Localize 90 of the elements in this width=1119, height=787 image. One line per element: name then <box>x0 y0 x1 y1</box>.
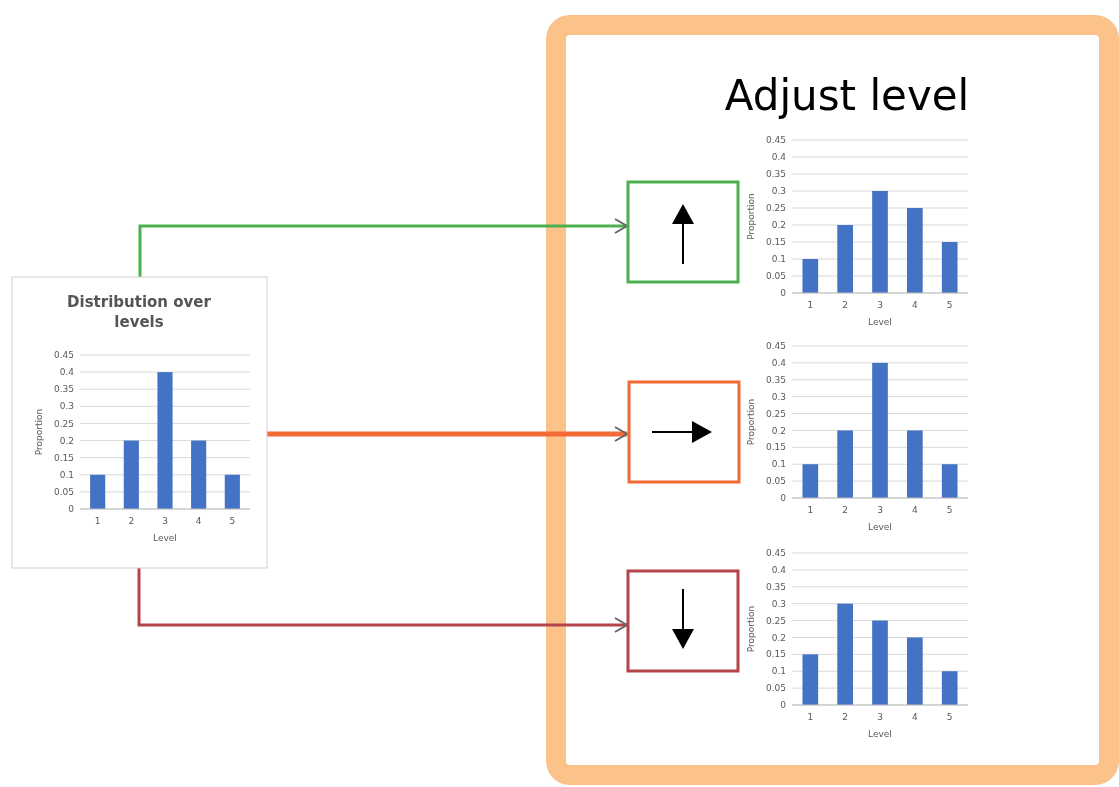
x-tick-label: 4 <box>911 712 918 722</box>
y-tick-label: 0 <box>68 504 75 515</box>
bar <box>837 603 853 705</box>
bar <box>907 208 923 293</box>
y-tick-label: 0.1 <box>59 469 74 480</box>
y-tick-label: 0.2 <box>771 632 786 643</box>
bar <box>90 474 106 509</box>
y-tick-label: 0.25 <box>765 203 786 214</box>
x-tick-label: 1 <box>807 505 814 515</box>
x-tick-label: 4 <box>195 516 202 526</box>
bar <box>872 362 888 498</box>
x-tick-label: 1 <box>807 300 814 310</box>
x-tick-label: 3 <box>877 505 883 515</box>
y-tick-label: 0.05 <box>765 476 786 487</box>
y-tick-label: 0.1 <box>771 459 786 470</box>
y-axis-title: Proportion <box>34 408 44 456</box>
x-tick-label: 4 <box>911 505 918 515</box>
y-tick-label: 0.35 <box>53 384 74 395</box>
bar <box>802 464 819 498</box>
x-axis-title: Level <box>868 729 892 739</box>
x-tick-label: 1 <box>807 712 814 722</box>
bar <box>907 430 923 498</box>
x-axis-title: Level <box>868 317 892 327</box>
y-tick-label: 0.4 <box>771 565 787 576</box>
y-tick-label: 0.05 <box>765 683 786 694</box>
y-tick-label: 0.4 <box>771 358 787 369</box>
y-tick-label: 0.45 <box>765 341 786 352</box>
bar <box>941 464 958 498</box>
y-tick-label: 0.1 <box>771 254 786 265</box>
bar <box>837 225 853 293</box>
y-axis-title: Proportion <box>746 398 756 446</box>
y-tick-label: 0.15 <box>53 452 74 463</box>
x-tick-label: 1 <box>94 516 101 526</box>
y-tick-label: 0.35 <box>765 374 786 385</box>
y-tick-label: 0 <box>780 700 787 711</box>
bar <box>837 430 853 498</box>
y-tick-label: 0.1 <box>771 666 786 677</box>
x-tick-label: 4 <box>911 300 918 310</box>
y-tick-label: 0.3 <box>59 401 74 412</box>
y-axis-title: Proportion <box>746 605 756 653</box>
bar <box>941 242 958 293</box>
x-tick-label: 2 <box>842 505 849 515</box>
bar <box>191 440 207 509</box>
y-tick-label: 0.2 <box>771 425 786 436</box>
x-tick-label: 3 <box>877 300 883 310</box>
bar <box>907 637 923 705</box>
y-tick-label: 0.25 <box>765 408 786 419</box>
bar <box>123 440 139 509</box>
y-tick-label: 0.35 <box>765 581 786 592</box>
bar <box>872 191 888 293</box>
y-tick-label: 0.25 <box>765 615 786 626</box>
x-tick-label: 5 <box>946 300 953 310</box>
x-tick-label: 2 <box>842 712 849 722</box>
x-tick-label: 2 <box>128 516 135 526</box>
y-tick-label: 0.3 <box>771 598 786 609</box>
y-tick-label: 0 <box>780 288 787 299</box>
y-tick-label: 0.2 <box>59 435 74 446</box>
x-tick-label: 2 <box>842 300 849 310</box>
y-tick-label: 0.45 <box>765 548 786 559</box>
x-tick-label: 3 <box>162 516 168 526</box>
y-tick-label: 0.4 <box>771 152 787 163</box>
y-axis-title: Proportion <box>746 193 756 240</box>
y-tick-label: 0.05 <box>765 271 786 282</box>
y-tick-label: 0.15 <box>765 649 786 660</box>
x-tick-label: 5 <box>946 505 953 515</box>
bar <box>224 474 240 509</box>
bar <box>157 372 173 509</box>
bar <box>872 620 888 705</box>
y-tick-label: 0.05 <box>53 487 74 498</box>
x-axis-title: Level <box>868 522 892 532</box>
bar <box>802 259 819 293</box>
y-tick-label: 0.25 <box>53 418 74 429</box>
x-tick-label: 5 <box>229 516 236 526</box>
x-tick-label: 5 <box>946 712 953 722</box>
bar <box>802 654 819 705</box>
y-tick-label: 0.4 <box>59 367 75 378</box>
y-tick-label: 0.35 <box>765 169 786 180</box>
y-tick-label: 0.3 <box>771 391 786 402</box>
y-tick-label: 0.2 <box>771 220 786 231</box>
y-tick-label: 0.15 <box>765 237 786 248</box>
y-tick-label: 0.3 <box>771 186 786 197</box>
y-tick-label: 0.45 <box>765 135 786 146</box>
x-tick-label: 3 <box>877 712 883 722</box>
y-tick-label: 0 <box>780 493 787 504</box>
y-tick-label: 0.15 <box>765 442 786 453</box>
x-axis-title: Level <box>153 533 177 543</box>
bar <box>941 671 958 705</box>
chart-title: Distribution over levels <box>67 293 212 331</box>
y-tick-label: 0.45 <box>53 350 74 361</box>
chart-title: Adjust level <box>724 71 970 120</box>
